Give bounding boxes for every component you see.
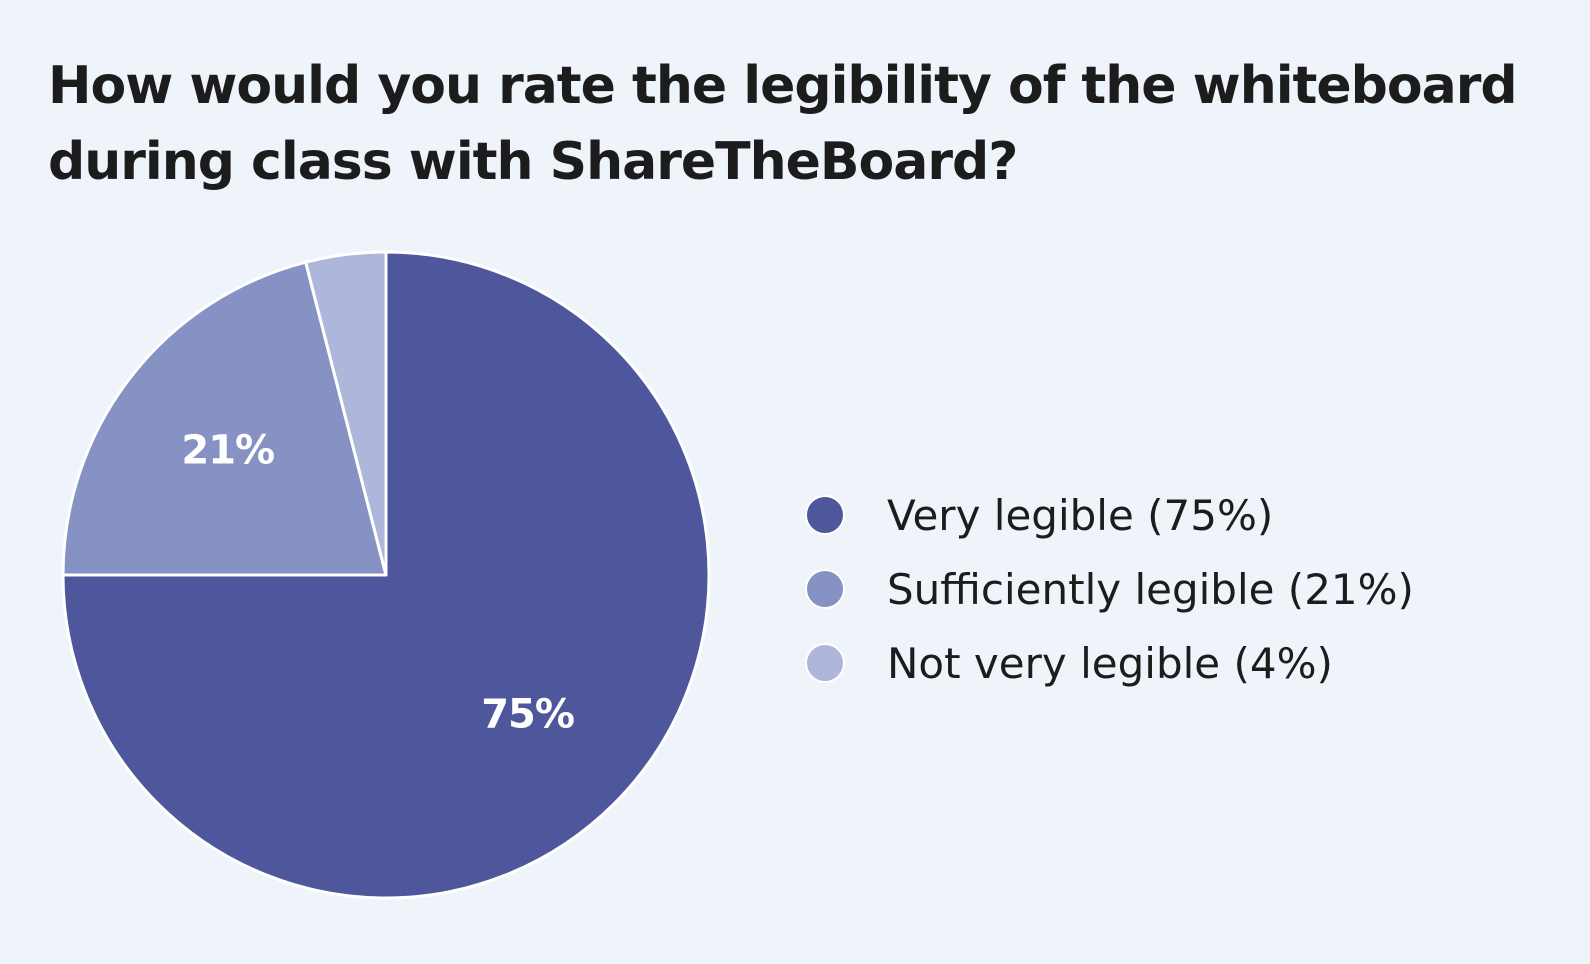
legend-swatch-not-very-legible (805, 643, 845, 683)
legend-label-not-very-legible: Not very legible (4%) (887, 638, 1333, 688)
legend-swatch-very-legible (805, 495, 845, 535)
legend-swatch-sufficiently-legible (805, 569, 845, 609)
slice-label-sufficiently-legible: 21% (181, 427, 274, 473)
slice-label-very-legible: 75% (481, 692, 574, 738)
legend-item-not-very-legible: Not very legible (4%) (805, 639, 1414, 688)
chart-title: How would you rate the legibility of the… (48, 56, 1518, 192)
legend-label-very-legible: Very legible (75%) (887, 490, 1274, 540)
legend-item-very-legible: Very legible (75%) (805, 491, 1414, 540)
pie-chart: 75% 21% (61, 250, 711, 900)
pie-slice-not-very-legible (304, 250, 388, 577)
pie-slice-sufficiently-legible (61, 260, 388, 577)
chart-legend: Very legible (75%) Sufficiently legible … (805, 491, 1414, 717)
legend-item-sufficiently-legible: Sufficiently legible (21%) (805, 565, 1414, 614)
legend-label-sufficiently-legible: Sufficiently legible (21%) (887, 564, 1414, 614)
